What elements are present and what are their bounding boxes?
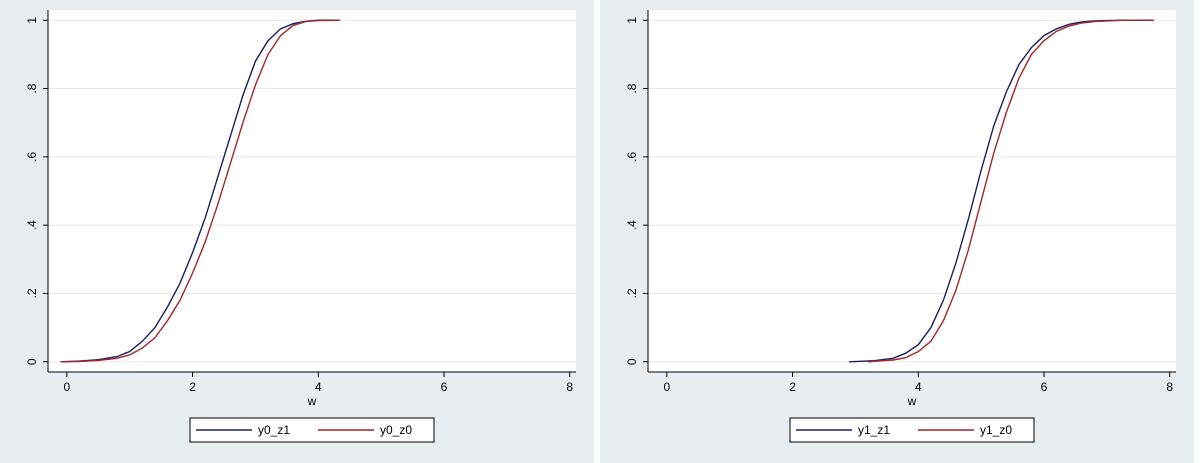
legend-label-y1_z1: y1_z1 bbox=[858, 423, 890, 437]
series-line-y0_z1 bbox=[60, 19, 338, 363]
x-tick-label: 0 bbox=[664, 380, 671, 394]
chart-left: 0 .2 .4 .6 .8 1 0 2 4 6 8 w y0_z1 y0_z0 bbox=[25, 10, 576, 443]
y-tick-label: .8 bbox=[625, 83, 639, 93]
legend-label-y0_z0: y0_z0 bbox=[380, 423, 412, 437]
series-line-y0_z0 bbox=[60, 19, 341, 363]
y-tick-label: .6 bbox=[625, 152, 639, 162]
series-line-y1_z1 bbox=[849, 19, 1151, 363]
y-tick-label: .8 bbox=[25, 83, 39, 93]
chart-panel-right: 0 .2 .4 .6 .8 1 0 2 4 6 8 w y1_z1 y1_z0 bbox=[600, 0, 1194, 463]
x-tick-label: 0 bbox=[64, 380, 71, 394]
plot-area bbox=[48, 10, 576, 372]
x-tick-label: 4 bbox=[315, 380, 322, 394]
y-tick-label: .4 bbox=[625, 220, 639, 230]
legend-label-y0_z1: y0_z1 bbox=[258, 423, 290, 437]
x-tick-label: 2 bbox=[189, 380, 196, 394]
chart-panel-left: 0 .2 .4 .6 .8 1 0 2 4 6 8 w y0_z1 y0_z0 bbox=[0, 0, 594, 463]
x-axis-title: w bbox=[307, 394, 317, 408]
x-tick-label: 8 bbox=[566, 380, 573, 394]
y-tick-label: .2 bbox=[625, 288, 639, 298]
x-tick-label: 6 bbox=[441, 380, 448, 394]
y-tick-label: 1 bbox=[625, 17, 639, 24]
y-tick-label: .2 bbox=[25, 288, 39, 298]
y-tick-label: .6 bbox=[25, 152, 39, 162]
chart-right: 0 .2 .4 .6 .8 1 0 2 4 6 8 w y1_z1 y1_z0 bbox=[625, 10, 1176, 443]
y-tick-label: 0 bbox=[25, 358, 39, 365]
x-axis-title: w bbox=[907, 394, 917, 408]
x-tick-label: 4 bbox=[915, 380, 922, 394]
plot-area bbox=[648, 10, 1176, 372]
x-tick-label: 6 bbox=[1041, 380, 1048, 394]
y-tick-label: 1 bbox=[25, 17, 39, 24]
x-tick-label: 2 bbox=[789, 380, 796, 394]
legend-label-y1_z0: y1_z0 bbox=[980, 423, 1012, 437]
y-tick-label: .4 bbox=[25, 220, 39, 230]
y-tick-label: 0 bbox=[625, 358, 639, 365]
x-tick-label: 8 bbox=[1166, 380, 1173, 394]
series-line-y1_z0 bbox=[867, 19, 1154, 363]
